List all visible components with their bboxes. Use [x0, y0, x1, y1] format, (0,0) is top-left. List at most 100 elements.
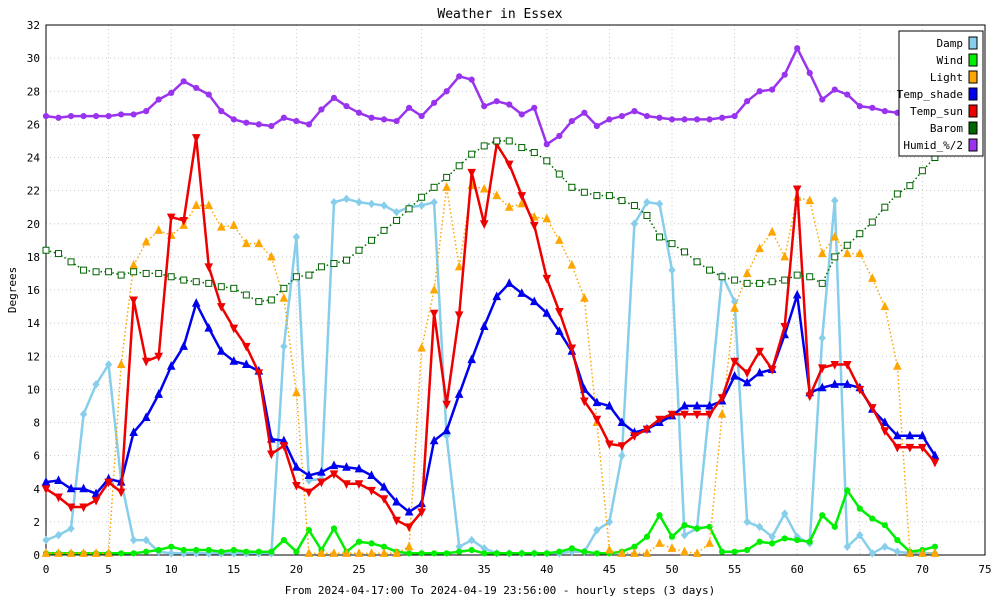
data-point [480, 142, 488, 150]
data-point [718, 273, 726, 281]
data-point [67, 112, 75, 120]
data-point [479, 183, 489, 193]
x-tick-label: 40 [540, 563, 553, 576]
data-point [479, 321, 489, 330]
data-point [129, 427, 138, 436]
data-point [667, 543, 677, 552]
x-tick-label: 65 [853, 563, 866, 576]
data-point [517, 198, 527, 208]
data-point [767, 226, 777, 236]
data-point [692, 400, 702, 410]
x-tick-label: 75 [978, 563, 991, 576]
data-point [230, 284, 238, 292]
data-point [367, 470, 376, 479]
data-point [80, 112, 87, 120]
data-point [794, 536, 801, 544]
data-point [755, 347, 764, 357]
data-point [618, 197, 626, 205]
data-point [329, 460, 339, 470]
data-point [191, 200, 201, 210]
data-point [805, 195, 815, 205]
data-point [442, 400, 451, 410]
data-point [481, 103, 488, 110]
data-point [92, 112, 100, 120]
data-point [642, 425, 652, 435]
series-light [41, 180, 940, 557]
data-point [292, 462, 301, 471]
data-point [354, 480, 364, 489]
data-point [217, 283, 225, 291]
data-point [242, 342, 251, 352]
data-point [279, 442, 289, 451]
data-point [205, 91, 212, 98]
data-point [180, 546, 187, 554]
data-point [229, 220, 239, 229]
data-point [655, 199, 664, 209]
data-point [567, 260, 577, 269]
data-point [492, 291, 502, 301]
data-point [279, 293, 289, 302]
data-point [167, 273, 175, 281]
data-point [293, 548, 300, 555]
plot-frame [45, 24, 986, 556]
data-point [468, 546, 475, 554]
x-tick-label: 30 [415, 563, 428, 576]
data-point [130, 550, 137, 557]
data-point [417, 508, 426, 518]
data-point [230, 546, 237, 554]
y-tick-label: 20 [27, 218, 40, 231]
y-tick-label: 16 [27, 284, 40, 297]
data-point [116, 488, 126, 498]
data-point [856, 103, 863, 110]
data-point [267, 251, 276, 261]
data-point [268, 122, 275, 130]
data-point [343, 103, 350, 110]
data-point [643, 533, 651, 540]
data-point [743, 279, 751, 287]
data-point [667, 410, 677, 420]
data-point [317, 478, 326, 488]
data-point [768, 278, 776, 286]
data-point [143, 108, 150, 115]
data-point [580, 188, 588, 196]
data-point [42, 246, 50, 254]
data-point [142, 269, 150, 277]
data-point [868, 404, 877, 413]
data-point [41, 477, 51, 486]
data-point [468, 535, 476, 545]
data-point [918, 548, 927, 557]
data-point [393, 117, 400, 125]
data-point [242, 359, 251, 369]
data-point [693, 525, 701, 532]
x-tick-label: 5 [105, 563, 112, 576]
data-point [730, 371, 739, 380]
data-point [706, 116, 713, 123]
data-point [105, 268, 113, 276]
data-point [355, 109, 363, 116]
x-tick-label: 25 [352, 563, 365, 576]
data-point [141, 236, 151, 246]
data-point [66, 483, 76, 493]
data-point [79, 409, 88, 419]
data-point [317, 263, 325, 271]
data-point [118, 550, 125, 557]
data-point [305, 271, 313, 279]
data-point [529, 221, 539, 231]
data-point [681, 248, 689, 256]
data-point [443, 550, 450, 557]
legend-swatch [968, 53, 978, 67]
data-point [781, 276, 789, 284]
data-point [630, 219, 639, 229]
data-point [868, 273, 877, 282]
data-point [455, 162, 463, 170]
data-point [817, 248, 827, 258]
data-point [292, 232, 301, 242]
data-point [842, 248, 852, 258]
data-point [255, 121, 262, 128]
data-point [568, 183, 576, 191]
data-point [143, 548, 150, 555]
data-point [680, 530, 689, 540]
data-point [806, 69, 813, 77]
data-point [329, 470, 339, 479]
data-point [668, 265, 676, 275]
